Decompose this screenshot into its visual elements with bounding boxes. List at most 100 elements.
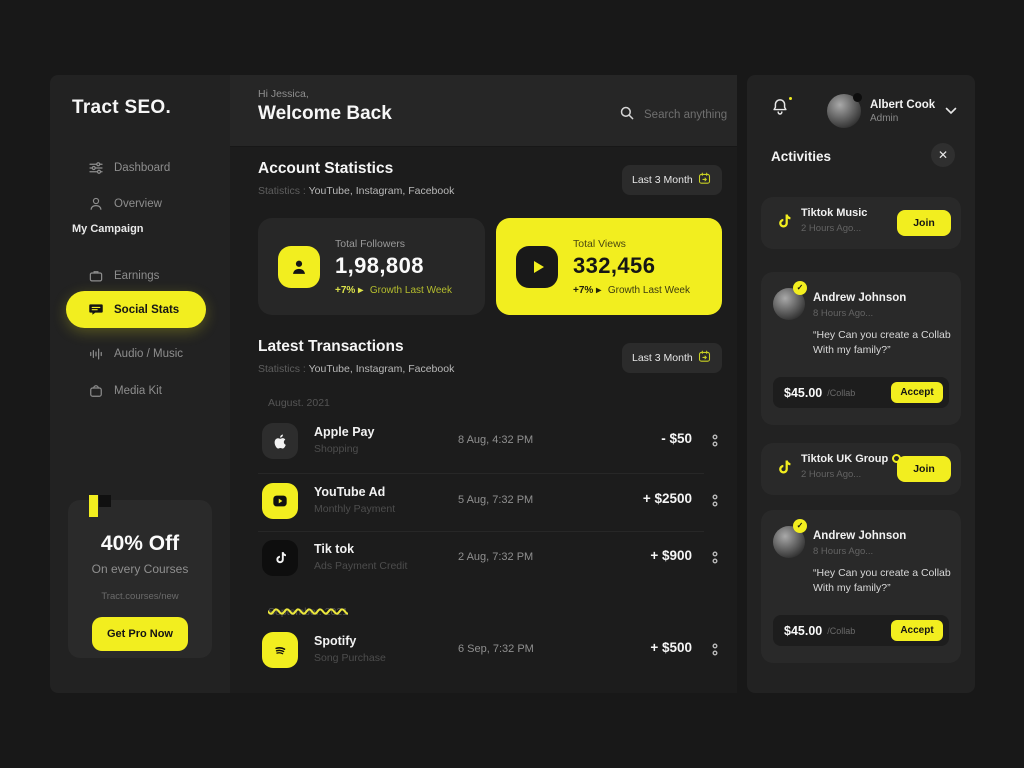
growth-label: Growth Last Week bbox=[607, 284, 690, 296]
transaction-row[interactable]: Apple Pay Shopping 8 Aug, 4:32 PM - $50 bbox=[258, 419, 722, 463]
sidebar-item-label: Overview bbox=[114, 198, 162, 210]
transaction-amount: - $50 bbox=[661, 431, 692, 446]
get-pro-now-button[interactable]: Get Pro Now bbox=[92, 617, 188, 651]
transactions-period-filter[interactable]: Last 3 Month bbox=[622, 343, 722, 373]
join-button[interactable]: Join bbox=[897, 456, 951, 482]
transaction-date: 8 Aug, 4:32 PM bbox=[458, 434, 534, 446]
profile-menu[interactable]: Albert Cook Admin bbox=[827, 92, 957, 130]
sidebar-item-label: Dashboard bbox=[114, 162, 171, 174]
sidebar-item-label: Earnings bbox=[114, 270, 160, 282]
activity-name: Andrew Johnson bbox=[813, 292, 907, 304]
transaction-name: YouTube Ad bbox=[314, 485, 386, 499]
offer-bar: $45.00 /Collab Accept bbox=[773, 615, 949, 646]
chat-icon bbox=[86, 300, 106, 320]
transaction-desc: Shopping bbox=[314, 443, 359, 455]
kebab-menu-icon[interactable] bbox=[708, 547, 722, 569]
profile-name: Albert Cook bbox=[870, 98, 936, 111]
growth-percent: +7% ▸ bbox=[573, 284, 602, 296]
activities-title: Activities bbox=[771, 149, 832, 164]
main-header: Hi Jessica, Welcome Back bbox=[230, 75, 737, 147]
latest-transactions-subtitle: Statistics : YouTube, Instagram, Faceboo… bbox=[258, 363, 454, 375]
transaction-date: 2 Aug, 7:32 PM bbox=[458, 551, 534, 563]
transaction-date: 5 Aug, 7:32 PM bbox=[458, 494, 534, 506]
promo-title: 40% Off bbox=[100, 532, 180, 555]
promo-subtitle: On every Courses bbox=[91, 562, 189, 576]
transaction-name: Tik tok bbox=[314, 542, 355, 556]
notifications-button[interactable] bbox=[769, 95, 795, 121]
growth-percent: +7% ▸ bbox=[335, 284, 364, 296]
kebab-menu-icon[interactable] bbox=[708, 490, 722, 512]
total-views-card: Total Views 332,456 +7% ▸ Growth Last We… bbox=[496, 218, 722, 315]
stat-value: 1,98,808 bbox=[335, 252, 424, 278]
filter-label: Last 3 Month bbox=[632, 352, 693, 364]
transaction-desc: Monthly Payment bbox=[314, 503, 396, 515]
transaction-row[interactable]: Tik tok Ads Payment Credit 2 Aug, 7:32 P… bbox=[258, 536, 722, 580]
promo-corner-square bbox=[99, 495, 111, 507]
status-dot bbox=[853, 93, 862, 102]
transaction-amount: + $500 bbox=[650, 640, 692, 655]
transaction-name: Spotify bbox=[314, 634, 357, 648]
bag-icon bbox=[86, 381, 106, 401]
activity-time: 8 Hours Ago... bbox=[813, 546, 874, 557]
kebab-menu-icon[interactable] bbox=[708, 430, 722, 452]
activity-message: “Hey Can you create a Collab With my fam… bbox=[813, 329, 951, 356]
row-divider bbox=[258, 473, 704, 474]
search-bar[interactable] bbox=[618, 103, 730, 127]
youtube-play-icon bbox=[262, 483, 298, 519]
activity-time: 2 Hours Ago... bbox=[801, 469, 862, 480]
nav-section-label: My Campaign bbox=[72, 223, 144, 235]
sidebar-item-overview[interactable]: Overview bbox=[50, 188, 230, 220]
account-statistics-subtitle: Statistics : YouTube, Instagram, Faceboo… bbox=[258, 185, 454, 197]
sidebar-item-social-stats[interactable]: Social Stats bbox=[66, 291, 206, 328]
total-followers-card: Total Followers 1,98,808 +7% ▸ Growth La… bbox=[258, 218, 485, 315]
sidebar-item-media-kit[interactable]: Media Kit bbox=[50, 375, 230, 407]
offer-price: $45.00 bbox=[784, 385, 823, 400]
statistics-label: Statistics : bbox=[258, 185, 306, 197]
sidebar-item-earnings[interactable]: Earnings bbox=[50, 260, 230, 292]
accept-button[interactable]: Accept bbox=[891, 620, 943, 641]
transaction-desc: Ads Payment Credit bbox=[314, 560, 408, 572]
kebab-menu-icon[interactable] bbox=[708, 639, 722, 661]
sliders-icon bbox=[86, 158, 106, 178]
stat-label: Total Followers bbox=[335, 237, 406, 250]
sidebar-item-label: Audio / Music bbox=[114, 348, 184, 360]
accept-button[interactable]: Accept bbox=[891, 382, 943, 403]
latest-transactions-title: Latest Transactions bbox=[258, 338, 404, 355]
join-button[interactable]: Join bbox=[897, 210, 951, 236]
offer-unit: /Collab bbox=[827, 625, 856, 636]
calendar-icon bbox=[697, 171, 712, 189]
transaction-date: 6 Sep, 7:32 PM bbox=[458, 643, 534, 655]
right-sidebar: Albert Cook Admin Activities ✕ Tiktok Mu… bbox=[747, 75, 975, 693]
activity-card: ✓ Andrew Johnson 8 Hours Ago... “Hey Can… bbox=[761, 272, 961, 425]
tiktok-icon bbox=[262, 540, 298, 576]
search-input[interactable] bbox=[644, 109, 730, 121]
stats-period-filter[interactable]: Last 3 Month bbox=[622, 165, 722, 195]
sidebar-item-audio-music[interactable]: Audio / Music bbox=[50, 338, 230, 370]
stat-value: 332,456 bbox=[573, 252, 656, 278]
avatar bbox=[827, 93, 862, 128]
bell-icon bbox=[769, 99, 791, 123]
notification-dot bbox=[787, 95, 794, 102]
close-icon[interactable]: ✕ bbox=[931, 143, 955, 167]
transaction-row[interactable]: Spotify Song Purchase 6 Sep, 7:32 PM + $… bbox=[258, 628, 722, 672]
promo-card: 40% Off On every Courses Tract.courses/n… bbox=[68, 500, 212, 658]
activity-time: 8 Hours Ago... bbox=[813, 308, 874, 319]
month-label-september: September. 2021 bbox=[268, 606, 348, 618]
promo-url: Tract.courses/new bbox=[101, 591, 179, 602]
main-content: Hi Jessica, Welcome Back Account Statist… bbox=[230, 75, 737, 693]
left-sidebar: Tract SEO. Dashboard Overview My Campaig… bbox=[50, 75, 230, 693]
activity-card: Tiktok Music 2 Hours Ago... Join bbox=[761, 197, 961, 249]
page-title: Welcome Back bbox=[258, 103, 392, 124]
growth-label: Growth Last Week bbox=[369, 284, 452, 296]
offer-bar: $45.00 /Collab Accept bbox=[773, 377, 949, 408]
briefcase-icon bbox=[86, 266, 106, 286]
activity-time: 2 Hours Ago... bbox=[801, 223, 862, 234]
stat-label: Total Views bbox=[573, 237, 626, 250]
play-icon bbox=[516, 245, 558, 288]
activity-message: “Hey Can you create a Collab With my fam… bbox=[813, 567, 951, 594]
sidebar-item-dashboard[interactable]: Dashboard bbox=[50, 152, 230, 184]
statistics-platforms: YouTube, Instagram, Facebook bbox=[308, 185, 455, 197]
offer-unit: /Collab bbox=[827, 387, 856, 398]
transaction-row[interactable]: YouTube Ad Monthly Payment 5 Aug, 7:32 P… bbox=[258, 479, 722, 523]
filter-label: Last 3 Month bbox=[632, 174, 693, 186]
